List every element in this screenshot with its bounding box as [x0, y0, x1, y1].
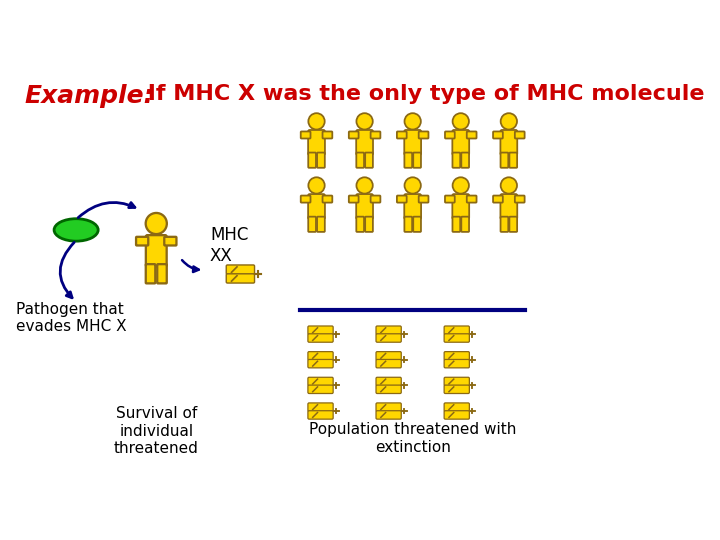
FancyBboxPatch shape: [308, 194, 325, 219]
FancyBboxPatch shape: [509, 153, 517, 168]
FancyBboxPatch shape: [493, 195, 503, 202]
Circle shape: [405, 113, 421, 130]
Text: Survival of
individual
threatened: Survival of individual threatened: [114, 406, 199, 456]
FancyBboxPatch shape: [467, 131, 477, 138]
FancyBboxPatch shape: [515, 131, 525, 138]
FancyBboxPatch shape: [301, 195, 310, 202]
FancyBboxPatch shape: [493, 131, 503, 138]
FancyBboxPatch shape: [452, 194, 469, 219]
FancyBboxPatch shape: [157, 264, 167, 284]
FancyBboxPatch shape: [413, 153, 421, 168]
FancyBboxPatch shape: [371, 195, 380, 202]
Text: If MHC X was the only type of MHC molecule: If MHC X was the only type of MHC molecu…: [140, 84, 705, 104]
FancyBboxPatch shape: [226, 274, 255, 283]
FancyBboxPatch shape: [405, 217, 412, 232]
FancyBboxPatch shape: [348, 131, 359, 138]
FancyBboxPatch shape: [500, 130, 517, 155]
FancyBboxPatch shape: [308, 153, 316, 168]
FancyBboxPatch shape: [376, 326, 401, 334]
FancyBboxPatch shape: [146, 235, 166, 267]
FancyBboxPatch shape: [308, 403, 333, 411]
FancyBboxPatch shape: [365, 217, 373, 232]
FancyBboxPatch shape: [376, 334, 401, 342]
FancyBboxPatch shape: [500, 194, 517, 219]
FancyBboxPatch shape: [376, 377, 401, 386]
FancyBboxPatch shape: [376, 411, 401, 419]
FancyBboxPatch shape: [376, 352, 401, 360]
FancyBboxPatch shape: [509, 217, 517, 232]
FancyBboxPatch shape: [136, 237, 148, 246]
Circle shape: [500, 113, 517, 130]
FancyBboxPatch shape: [397, 131, 407, 138]
FancyBboxPatch shape: [365, 153, 373, 168]
FancyBboxPatch shape: [308, 377, 333, 386]
FancyBboxPatch shape: [452, 217, 460, 232]
FancyBboxPatch shape: [308, 217, 316, 232]
FancyBboxPatch shape: [397, 195, 407, 202]
Circle shape: [453, 177, 469, 194]
FancyBboxPatch shape: [308, 352, 333, 360]
FancyBboxPatch shape: [317, 217, 325, 232]
FancyBboxPatch shape: [226, 265, 255, 274]
FancyBboxPatch shape: [376, 403, 401, 411]
FancyBboxPatch shape: [445, 131, 455, 138]
FancyBboxPatch shape: [462, 217, 469, 232]
FancyBboxPatch shape: [356, 194, 373, 219]
Text: MHC
XX: MHC XX: [210, 226, 248, 265]
FancyBboxPatch shape: [419, 131, 428, 138]
Circle shape: [453, 113, 469, 130]
FancyBboxPatch shape: [164, 237, 176, 246]
FancyBboxPatch shape: [308, 130, 325, 155]
Circle shape: [500, 177, 517, 194]
FancyBboxPatch shape: [444, 360, 469, 368]
FancyBboxPatch shape: [444, 403, 469, 411]
FancyBboxPatch shape: [323, 131, 333, 138]
FancyBboxPatch shape: [413, 217, 421, 232]
Ellipse shape: [54, 219, 98, 241]
FancyBboxPatch shape: [515, 195, 525, 202]
FancyBboxPatch shape: [317, 153, 325, 168]
FancyBboxPatch shape: [371, 131, 380, 138]
FancyBboxPatch shape: [452, 130, 469, 155]
FancyBboxPatch shape: [308, 411, 333, 419]
FancyBboxPatch shape: [419, 195, 428, 202]
FancyBboxPatch shape: [500, 153, 508, 168]
Circle shape: [145, 213, 167, 234]
FancyBboxPatch shape: [404, 130, 421, 155]
FancyBboxPatch shape: [308, 360, 333, 368]
Circle shape: [356, 113, 373, 130]
FancyBboxPatch shape: [467, 195, 477, 202]
FancyBboxPatch shape: [348, 195, 359, 202]
FancyBboxPatch shape: [376, 360, 401, 368]
FancyBboxPatch shape: [444, 334, 469, 342]
FancyBboxPatch shape: [308, 385, 333, 394]
FancyBboxPatch shape: [444, 385, 469, 394]
FancyBboxPatch shape: [323, 195, 333, 202]
FancyBboxPatch shape: [405, 153, 412, 168]
FancyBboxPatch shape: [444, 377, 469, 386]
Text: Population threatened with
extinction: Population threatened with extinction: [309, 422, 516, 455]
Circle shape: [405, 177, 421, 194]
FancyBboxPatch shape: [445, 195, 455, 202]
FancyBboxPatch shape: [444, 352, 469, 360]
Circle shape: [356, 177, 373, 194]
FancyBboxPatch shape: [145, 264, 156, 284]
FancyBboxPatch shape: [356, 153, 364, 168]
Circle shape: [308, 113, 325, 130]
FancyBboxPatch shape: [308, 334, 333, 342]
FancyBboxPatch shape: [500, 217, 508, 232]
FancyBboxPatch shape: [301, 131, 310, 138]
FancyBboxPatch shape: [376, 385, 401, 394]
FancyBboxPatch shape: [308, 326, 333, 334]
FancyBboxPatch shape: [404, 194, 421, 219]
FancyBboxPatch shape: [356, 217, 364, 232]
Circle shape: [308, 177, 325, 194]
FancyBboxPatch shape: [462, 153, 469, 168]
Text: Pathogen that
evades MHC X: Pathogen that evades MHC X: [16, 302, 127, 334]
FancyBboxPatch shape: [356, 130, 373, 155]
Text: Example:: Example:: [24, 84, 153, 108]
FancyBboxPatch shape: [444, 411, 469, 419]
FancyBboxPatch shape: [452, 153, 460, 168]
FancyBboxPatch shape: [444, 326, 469, 334]
